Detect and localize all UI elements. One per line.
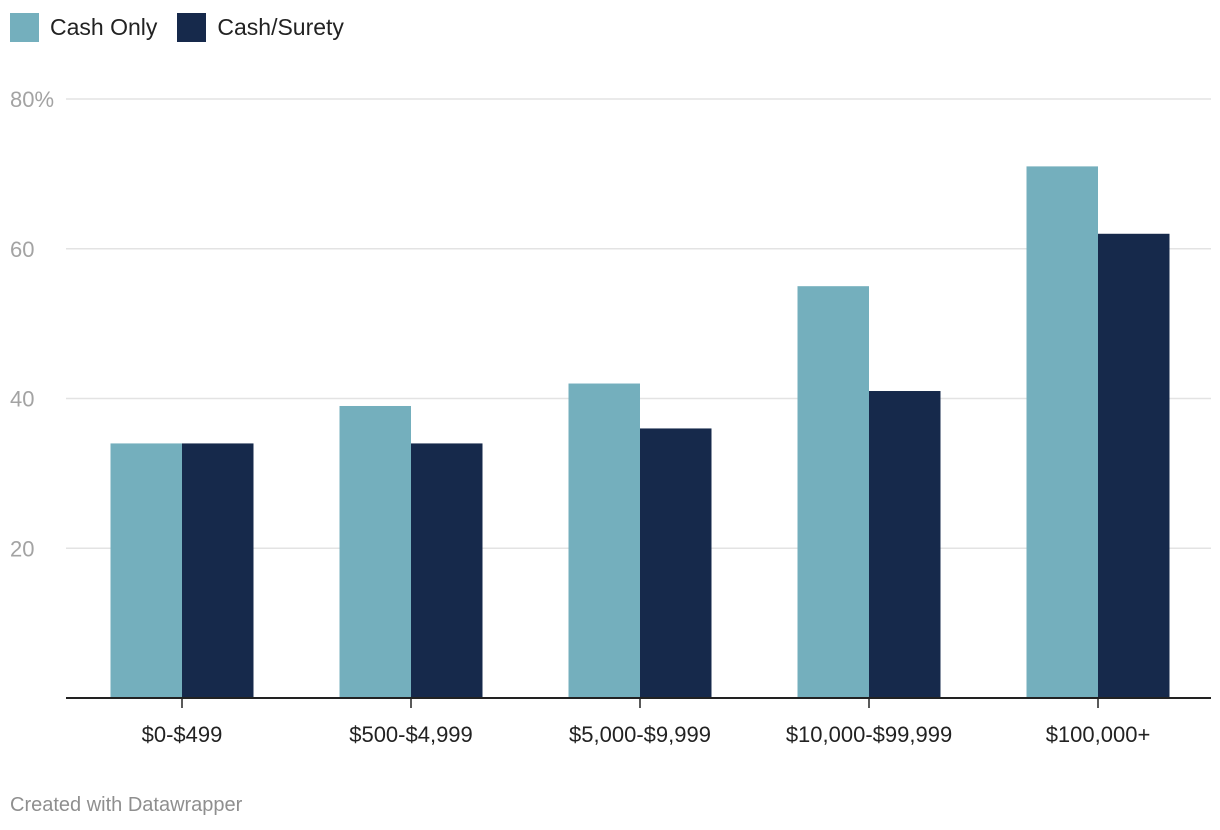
- bar-cash-surety-0: [182, 443, 254, 698]
- bars: [110, 166, 1170, 698]
- bar-cash-only-4: [1026, 166, 1098, 698]
- bar-cash-surety-2: [640, 428, 712, 698]
- x-tick-label-3: $10,000-$99,999: [786, 722, 952, 747]
- legend-swatch-cash-only: [10, 13, 39, 42]
- x-tick-label-2: $5,000-$9,999: [569, 722, 711, 747]
- bar-cash-only-3: [797, 286, 869, 698]
- bar-cash-only-1: [339, 405, 411, 698]
- y-tick-label-60: 60: [10, 237, 34, 262]
- legend-item-cash-surety: Cash/Surety: [177, 13, 344, 42]
- bar-cash-only-2: [568, 383, 640, 698]
- x-axis: $0-$499 $500-$4,999 $5,000-$9,999 $10,000-$…: [66, 697, 1211, 747]
- bar-cash-surety-1: [411, 443, 483, 698]
- x-tick-label-0: $0-$499: [142, 722, 223, 747]
- x-tick-label-4: $100,000+: [1046, 722, 1151, 747]
- legend-item-cash-only: Cash Only: [10, 13, 157, 42]
- bar-cash-surety-4: [1098, 233, 1170, 698]
- y-tick-label-40: 40: [10, 387, 34, 412]
- legend-label-cash-surety: Cash/Surety: [217, 14, 344, 40]
- legend-label-cash-only: Cash Only: [50, 14, 158, 40]
- y-tick-label-80: 80%: [10, 87, 54, 112]
- bar-cash-surety-3: [869, 391, 941, 698]
- x-tick-label-1: $500-$4,999: [349, 722, 473, 747]
- y-tick-label-20: 20: [10, 536, 34, 561]
- datawrapper-credit: Created with Datawrapper: [10, 794, 243, 816]
- legend-swatch-cash-surety: [177, 13, 207, 42]
- y-axis-ticks: 20 40 60 80%: [10, 87, 54, 561]
- chart-legend: Cash Only Cash/Surety: [10, 13, 344, 42]
- bar-cash-only-0: [110, 443, 182, 698]
